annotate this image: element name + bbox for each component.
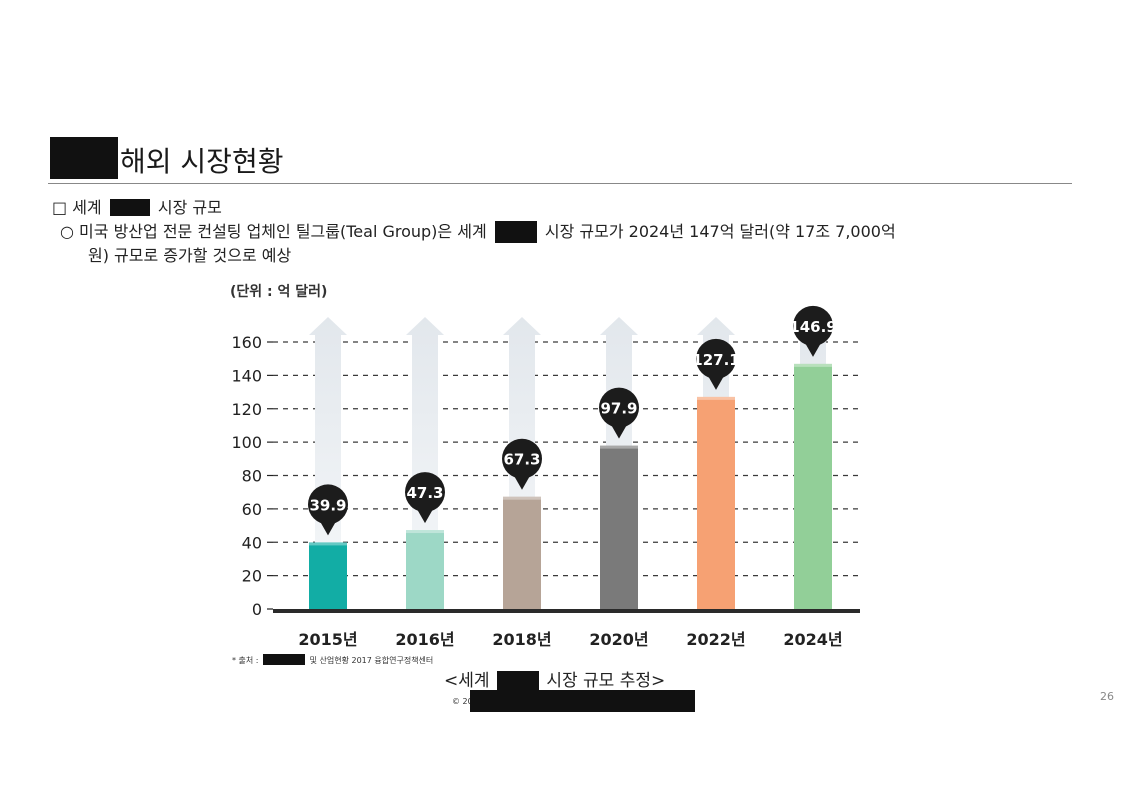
bar-highlight <box>406 530 444 534</box>
redacted-copyright <box>470 690 695 712</box>
data-label: 146.9 <box>789 318 836 336</box>
bullet-line-1: ○ 미국 방산업 전문 컨설팅 업체인 틸그룹(Teal Group)은 세계 … <box>60 218 896 243</box>
x-tick-label: 2015년 <box>298 630 357 649</box>
callout-pointer <box>611 424 627 439</box>
y-tick-label: 120 <box>231 400 262 419</box>
title-divider <box>48 183 1072 184</box>
redacted-source <box>263 654 306 665</box>
page-number: 26 <box>1100 690 1114 703</box>
callout-bubble <box>599 387 639 428</box>
y-tick-label: 140 <box>231 366 262 385</box>
y-tick-label: 160 <box>231 333 262 352</box>
y-tick-label: 0 <box>252 600 262 619</box>
bar-highlight <box>503 496 541 500</box>
data-label: 127.1 <box>692 351 739 369</box>
bar <box>503 496 541 609</box>
callout-pointer <box>417 509 433 524</box>
bullet-suffix: 시장 규모가 2024년 147억 달러(약 17조 7,000억 <box>544 222 896 241</box>
market-size-chart: 0 20 40 60 80 100 120 140 160 2015년 2016년 2018년 2020… <box>230 283 860 649</box>
section-heading: □ 세계 시장 규모 <box>52 194 222 218</box>
bar <box>600 445 638 609</box>
callout-bubble <box>793 305 833 346</box>
callout-pointer <box>320 521 336 536</box>
callout-bubble <box>405 472 445 513</box>
bar <box>309 542 347 609</box>
bullet-line-2: 원) 규모로 증가할 것으로 예상 <box>88 246 292 265</box>
data-label: 47.3 <box>406 484 443 502</box>
x-tick-label: 2016년 <box>395 630 454 649</box>
y-tick-label: 20 <box>242 567 262 586</box>
bar <box>406 530 444 609</box>
copyright-text: © 20 <box>452 697 473 706</box>
callout-bubble <box>502 438 542 479</box>
redacted-term <box>109 199 150 216</box>
redacted-title-prefix <box>50 137 118 179</box>
page-title: 해외 시장현황 <box>120 145 284 178</box>
bar <box>697 396 735 609</box>
caption-prefix: <세계 <box>444 671 490 691</box>
y-tick-label: 60 <box>242 500 262 519</box>
data-label: 67.3 <box>503 451 540 469</box>
source-suffix: 및 산업현황 2017 융합연구정책센터 <box>309 656 434 665</box>
data-label: 97.9 <box>600 400 637 418</box>
bar-highlight <box>697 396 735 400</box>
source-note: * 출처 : 및 산업현황 2017 융합연구정책센터 <box>232 654 433 666</box>
bar-arrow-background <box>309 317 347 609</box>
bar-highlight <box>600 445 638 449</box>
bar <box>794 363 832 609</box>
caption-suffix: 시장 규모 추정> <box>546 671 666 691</box>
section-suffix: 시장 규모 <box>157 198 222 217</box>
x-tick-label: 2024년 <box>783 630 842 649</box>
section-prefix: □ 세계 <box>52 198 102 217</box>
callout-bubble <box>308 484 348 525</box>
redacted-term <box>494 221 537 243</box>
x-axis-baseline <box>273 609 860 613</box>
copyright: © 20 <box>452 697 473 706</box>
bar-highlight <box>794 363 832 367</box>
unit-label: (단위 : 억 달러) <box>230 283 327 300</box>
callout-pointer <box>708 375 724 390</box>
source-prefix: * 출처 : <box>232 656 259 665</box>
x-tick-label: 2018년 <box>492 630 551 649</box>
bullet-prefix: ○ 미국 방산업 전문 컨설팅 업체인 틸그룹(Teal Group)은 세계 <box>60 222 487 241</box>
redacted-term <box>496 671 539 691</box>
x-tick-label: 2022년 <box>686 630 745 649</box>
y-tick-label: 100 <box>231 433 262 452</box>
callout-pointer <box>805 342 821 357</box>
chart-caption: <세계 시장 규모 추정> <box>444 666 665 691</box>
data-label: 39.9 <box>309 496 346 514</box>
y-tick-label: 40 <box>242 533 262 552</box>
callout-bubble <box>696 338 736 379</box>
x-tick-label: 2020년 <box>589 630 648 649</box>
y-tick-label: 80 <box>242 467 262 486</box>
bar-highlight <box>309 542 347 546</box>
callout-pointer <box>514 475 530 490</box>
